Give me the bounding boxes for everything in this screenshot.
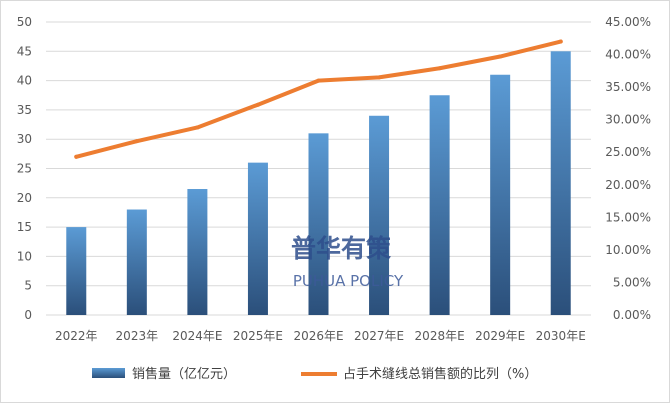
- bar: [429, 95, 450, 315]
- line-point: [498, 54, 503, 59]
- legend: 销售量（亿亿元） 占手术缝线总销售额的比列（%）: [92, 366, 537, 382]
- line-point: [134, 139, 139, 144]
- bar: [550, 51, 571, 316]
- right-tick-label: 20.00%: [605, 178, 651, 192]
- right-tick-label: 45.00%: [605, 15, 651, 29]
- left-tick-label: 35: [17, 103, 32, 117]
- left-axis-ticks: 0 5 10 15 20 25 30 35 40 45 50: [17, 15, 32, 322]
- x-axis-ticks: 2022年 2023年 2024年E 2025年E 2026年E 2027年E 2028年E…: [55, 329, 586, 343]
- left-tick-label: 20: [17, 191, 32, 205]
- x-tick-label: 2026年E: [293, 329, 343, 343]
- bar: [490, 74, 511, 316]
- right-tick-label: 35.00%: [605, 80, 651, 94]
- watermark-cn: 普华有策: [291, 234, 392, 263]
- bar: [66, 227, 87, 315]
- x-tick-label: 2022年: [55, 329, 98, 343]
- x-tick-label: 2027年E: [354, 329, 404, 343]
- legend-bar-swatch: [92, 368, 125, 378]
- right-tick-label: 40.00%: [605, 48, 651, 62]
- watermark-en: PUHUA POLICY: [293, 272, 404, 290]
- right-tick-label: 0.00%: [613, 308, 651, 322]
- line-point: [558, 39, 563, 44]
- right-tick-label: 10.00%: [605, 243, 651, 257]
- bar: [369, 115, 390, 315]
- line-series: [74, 39, 563, 159]
- left-tick-label: 0: [24, 308, 32, 322]
- right-axis-ticks: 0.00% 5.00% 10.00% 15.00% 20.00% 25.00% 30.00%…: [605, 15, 651, 322]
- left-tick-label: 25: [17, 162, 32, 176]
- x-tick-label: 2023年: [116, 329, 159, 343]
- left-tick-label: 5: [24, 279, 32, 293]
- line-point: [316, 78, 321, 83]
- left-tick-label: 30: [17, 132, 32, 146]
- line-point: [195, 125, 200, 130]
- x-tick-label: 2025年E: [233, 329, 283, 343]
- left-tick-label: 40: [17, 74, 32, 88]
- line-point: [377, 75, 382, 80]
- right-tick-label: 15.00%: [605, 210, 651, 224]
- bar: [126, 209, 147, 315]
- bar: [187, 189, 208, 315]
- right-tick-label: 30.00%: [605, 113, 651, 127]
- x-tick-label: 2028年E: [415, 329, 465, 343]
- left-tick-label: 50: [17, 15, 32, 29]
- x-tick-label: 2029年E: [475, 329, 525, 343]
- watermark: 普华有策 PUHUA POLICY: [291, 234, 404, 290]
- left-tick-label: 10: [17, 249, 32, 263]
- line-point: [74, 154, 79, 159]
- bar: [247, 162, 268, 315]
- line-point: [255, 102, 260, 107]
- right-tick-label: 5.00%: [613, 275, 651, 289]
- left-tick-label: 15: [17, 220, 32, 234]
- legend-bar-label: 销售量（亿亿元）: [132, 366, 236, 382]
- legend-line-label: 占手术缝线总销售额的比列（%）: [343, 366, 537, 382]
- x-tick-label: 2024年E: [172, 329, 222, 343]
- bar-series: [66, 51, 571, 316]
- x-tick-label: 2030年E: [536, 329, 586, 343]
- bar: [308, 133, 329, 315]
- left-tick-label: 45: [17, 44, 32, 58]
- line-point: [437, 66, 442, 71]
- right-tick-label: 25.00%: [605, 145, 651, 159]
